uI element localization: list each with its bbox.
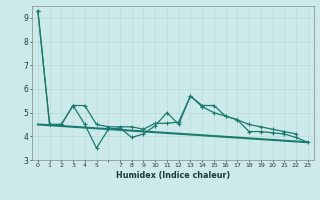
X-axis label: Humidex (Indice chaleur): Humidex (Indice chaleur) bbox=[116, 171, 230, 180]
